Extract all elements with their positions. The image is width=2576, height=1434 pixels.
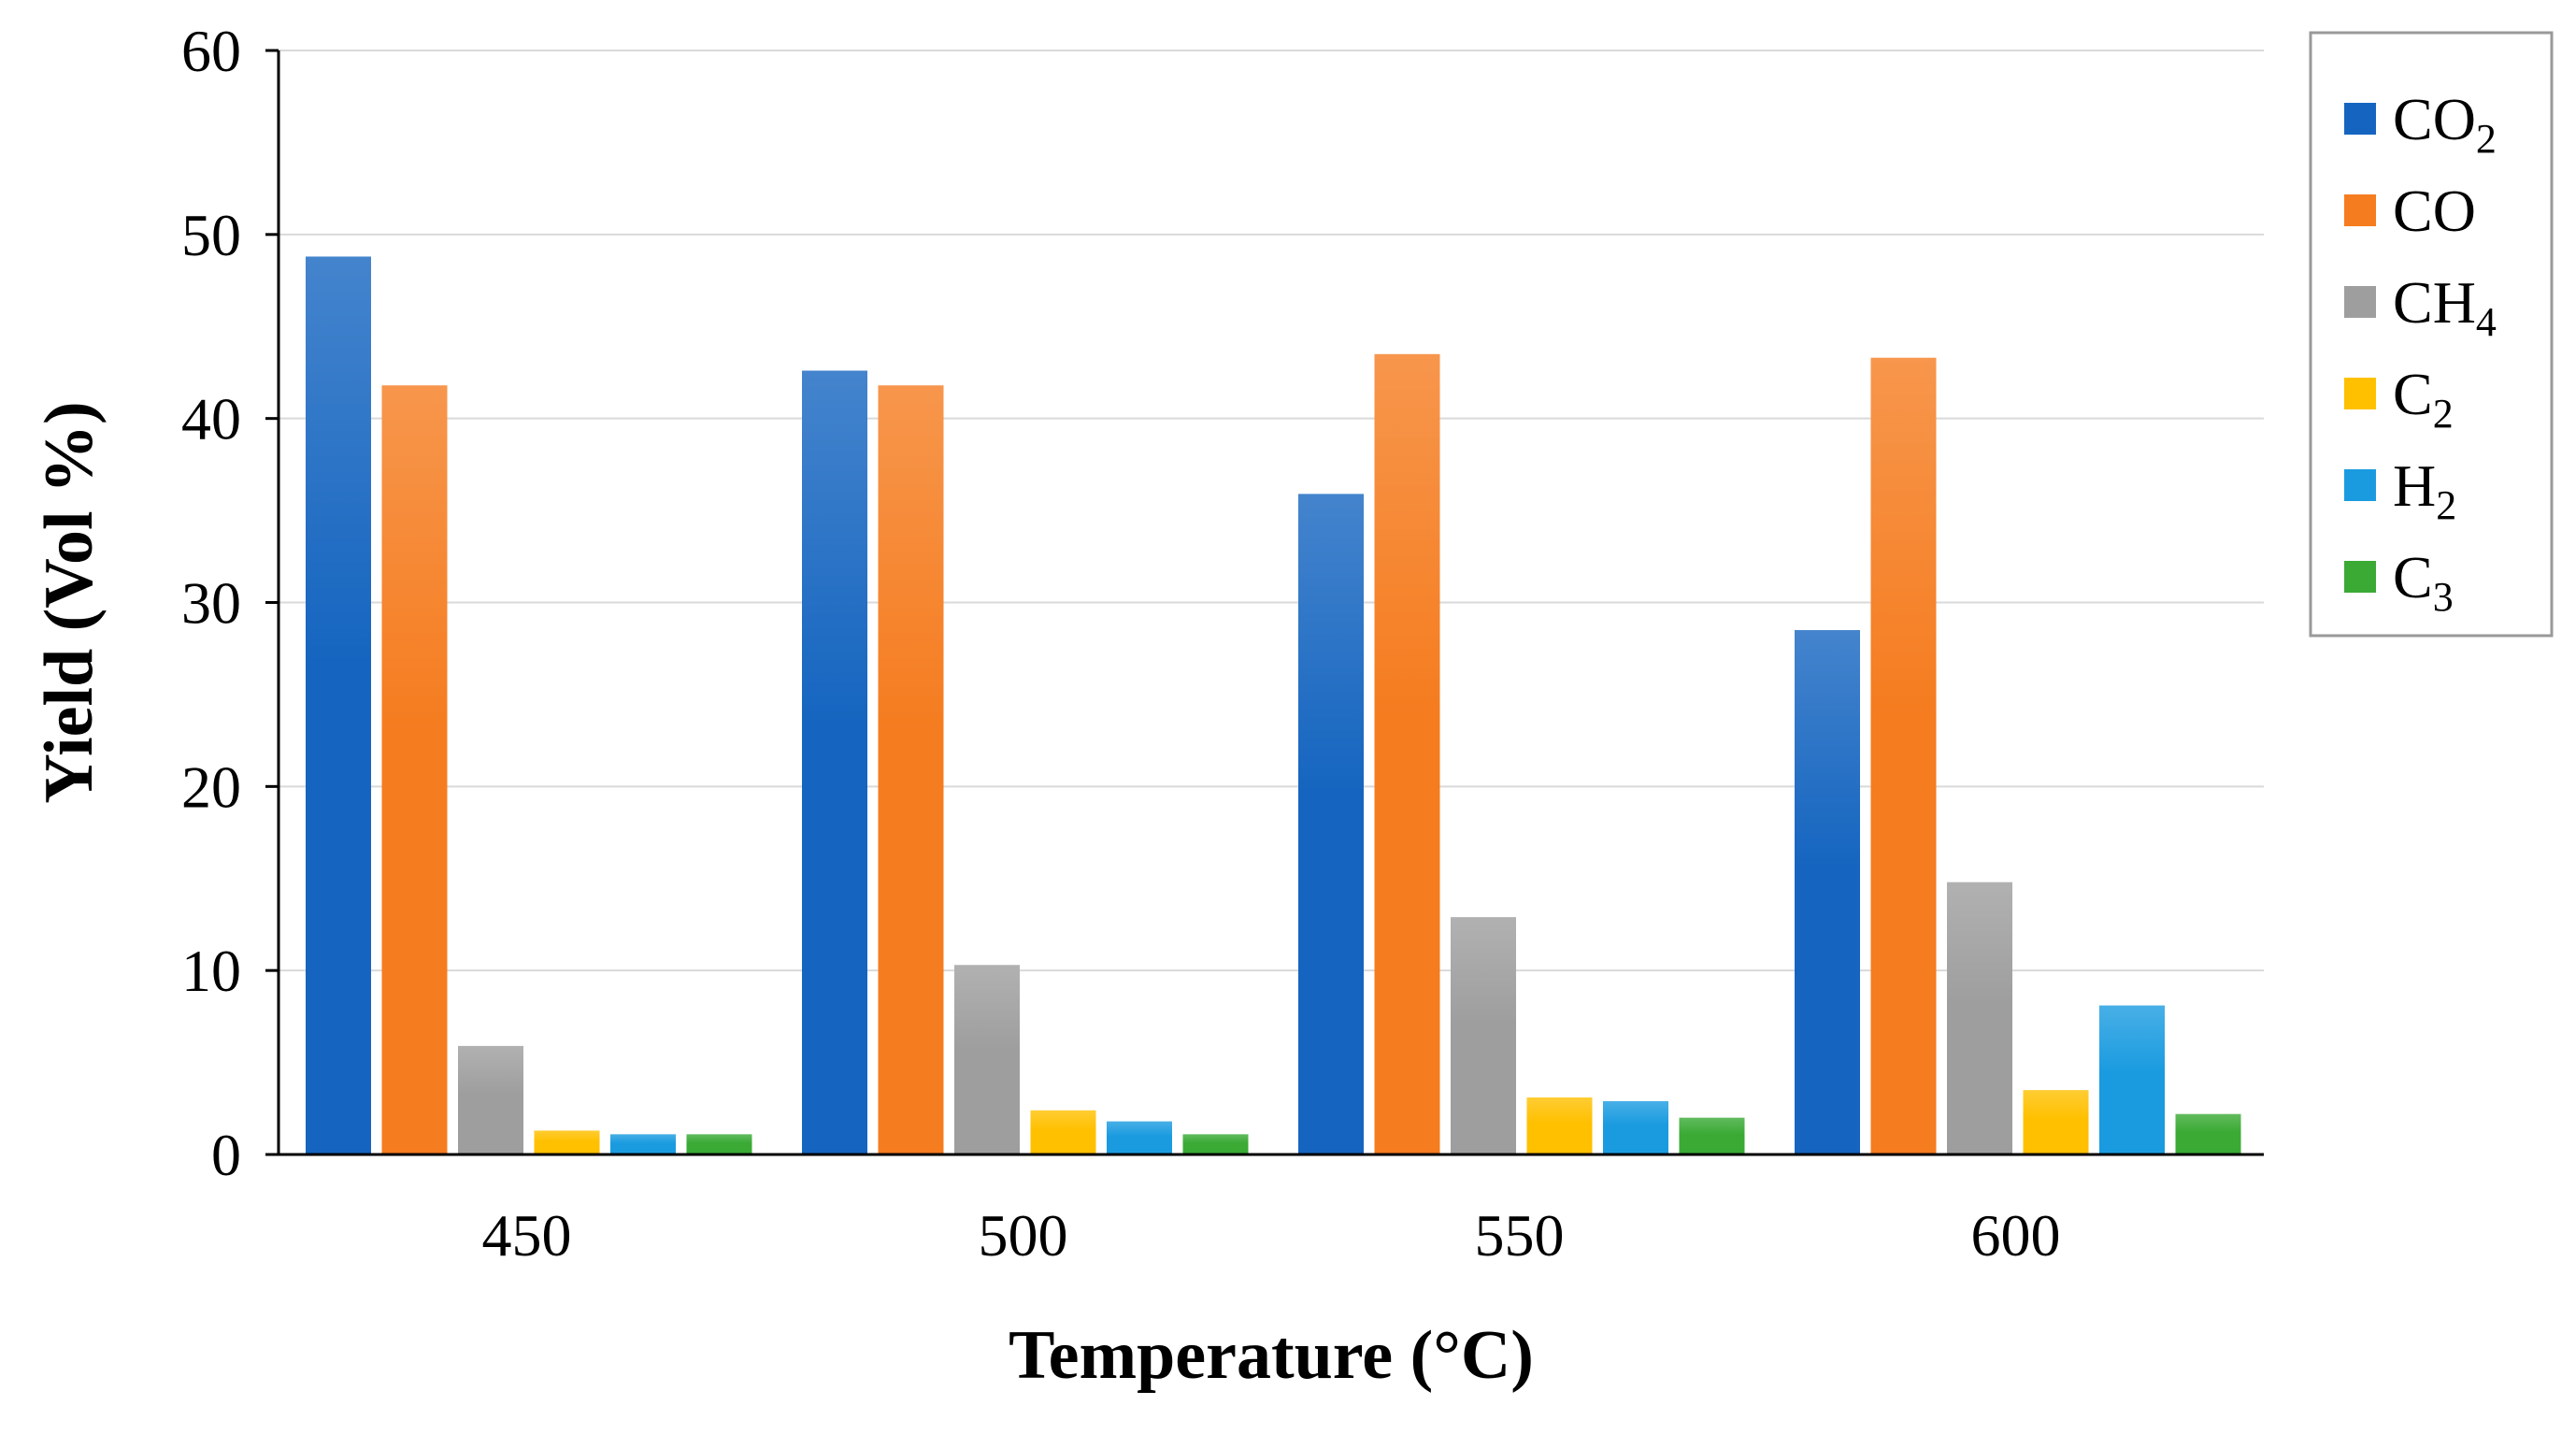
legend-swatch [2344, 194, 2376, 226]
x-tick-label: 600 [1971, 1202, 2061, 1269]
bar-c2-600 [2023, 1090, 2089, 1154]
gridlines [279, 50, 2264, 972]
bar-ch4-450 [458, 1045, 523, 1154]
x-tick-label: 500 [979, 1202, 1068, 1269]
bar-co-600 [1870, 357, 1937, 1154]
y-tick-label: 10 [181, 938, 241, 1004]
legend-label: C2 [2393, 361, 2454, 437]
bar-co2-450 [306, 256, 371, 1154]
bar-co-500 [878, 385, 944, 1154]
bar-co2-500 [802, 370, 867, 1154]
y-axis-title: Yield (Vol %) [31, 401, 107, 803]
bar-c3-600 [2175, 1113, 2241, 1154]
x-tick-label: 450 [482, 1202, 572, 1269]
bar-ch4-550 [1451, 917, 1516, 1154]
legend-label: CO2 [2393, 86, 2497, 162]
bar-ch4-600 [1947, 882, 2012, 1154]
legend-label: C3 [2393, 544, 2454, 620]
y-tick-label: 40 [181, 386, 241, 452]
legend-swatch [2344, 378, 2376, 409]
bar-co-450 [381, 385, 448, 1154]
bar-c3-550 [1679, 1117, 1745, 1154]
bar-c2-450 [534, 1130, 600, 1154]
y-tick-label: 20 [181, 753, 241, 820]
x-tick-label: 550 [1475, 1202, 1565, 1269]
y-tick-label: 0 [211, 1122, 241, 1188]
bar-co2-550 [1298, 494, 1364, 1154]
y-tick-label: 60 [181, 18, 241, 84]
bar-co2-600 [1795, 630, 1860, 1154]
legend-swatch [2344, 103, 2376, 135]
y-tick-label: 30 [181, 570, 241, 637]
bar-h2-600 [2099, 1005, 2165, 1154]
legend-label: CO [2393, 178, 2476, 244]
bar-c2-550 [1526, 1097, 1593, 1154]
bar-ch4-500 [954, 965, 1020, 1154]
y-tick-label: 50 [181, 202, 241, 268]
legend: CO2 CO CH4 C2 H2 C3 [2309, 31, 2554, 638]
bar-c2-500 [1030, 1110, 1096, 1154]
bars [306, 256, 2241, 1154]
legend-swatch [2344, 561, 2376, 593]
bar-h2-500 [1107, 1121, 1172, 1154]
legend-swatch [2344, 469, 2376, 501]
bar-co-550 [1374, 353, 1440, 1154]
legend-label: CH4 [2393, 269, 2497, 345]
x-axis-title: Temperature (°C) [1009, 1317, 1534, 1394]
bar-h2-450 [610, 1134, 676, 1154]
legend-swatch [2344, 286, 2376, 318]
bar-c3-500 [1182, 1134, 1249, 1154]
legend-label: H2 [2393, 452, 2456, 528]
bar-c3-450 [686, 1134, 752, 1154]
axes: 0 10 20 30 40 50 60 450 500 550 600 Temperature (°C… [31, 18, 2264, 1394]
bar-h2-550 [1603, 1100, 1668, 1154]
